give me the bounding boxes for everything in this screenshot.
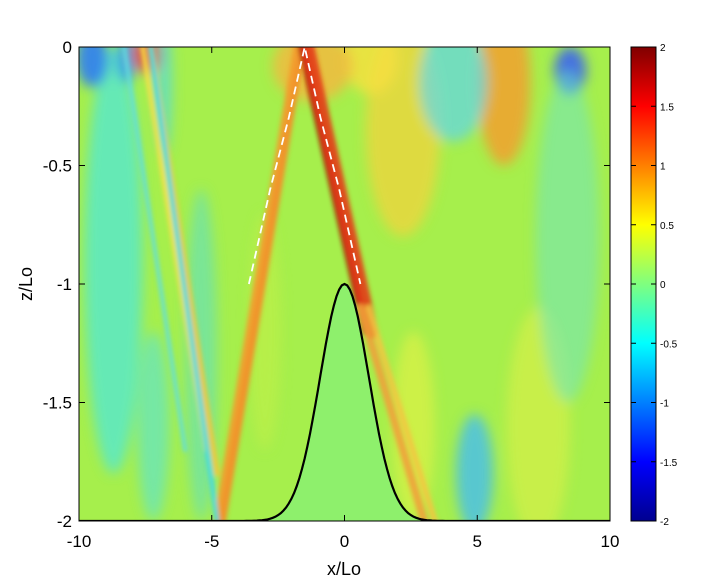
colorbar-tick-label: 1 bbox=[660, 162, 666, 173]
wave-beam bbox=[148, 47, 220, 521]
x-tick-label: 0 bbox=[340, 532, 349, 551]
heatmap-field bbox=[79, 47, 610, 521]
y-tick-label: -1.5 bbox=[43, 394, 72, 413]
colorbar-ticks: 2 1.5 1 0.5 0 -0.5 -1 -1.5 -2 bbox=[631, 43, 678, 528]
colorbar-tick-label: 0.5 bbox=[660, 221, 674, 232]
y-tick-label: -0.5 bbox=[43, 157, 72, 176]
colorbar-tick-label: 0 bbox=[660, 280, 666, 291]
x-tick-label: -5 bbox=[204, 532, 219, 551]
field-patch bbox=[79, 47, 109, 88]
topography-outline bbox=[79, 282, 610, 521]
topography-fill bbox=[79, 284, 610, 521]
field-patch bbox=[84, 47, 143, 474]
x-axis-label: x/Lo bbox=[327, 559, 361, 579]
y-tick-label: 0 bbox=[63, 38, 72, 57]
wave-beam bbox=[365, 304, 438, 521]
y-tick-label: -1 bbox=[57, 275, 72, 294]
y-tick-label: -2 bbox=[57, 512, 72, 531]
y-axis: 0 -0.5 -1 -1.5 -2 bbox=[43, 38, 610, 531]
field-patch bbox=[535, 70, 600, 403]
wave-beam bbox=[300, 47, 379, 339]
field-patch bbox=[418, 47, 488, 142]
x-tick-label: 5 bbox=[473, 532, 482, 551]
x-tick-label: 10 bbox=[601, 532, 620, 551]
wave-beam bbox=[356, 303, 429, 521]
colorbar-tick-label: -1.5 bbox=[660, 458, 678, 469]
field-patch bbox=[477, 47, 531, 166]
field-patch bbox=[137, 331, 170, 521]
wave-beam bbox=[122, 47, 188, 452]
colorbar-tick-label: -2 bbox=[660, 517, 669, 528]
colorbar-tick-label: 1.5 bbox=[660, 102, 674, 113]
field-patch bbox=[344, 47, 398, 95]
colorbar-tick-label: -1 bbox=[660, 399, 669, 410]
field-patch bbox=[392, 331, 435, 521]
colorbar-tick-label: 2 bbox=[660, 43, 666, 54]
x-axis: -10 -5 0 5 10 bbox=[67, 47, 620, 551]
field-patch bbox=[456, 414, 494, 521]
dashed-ray bbox=[248, 47, 362, 285]
y-axis-label: z/Lo bbox=[16, 267, 36, 301]
x-tick-label: -10 bbox=[67, 532, 92, 551]
colorbar-tick-label: -0.5 bbox=[660, 339, 678, 350]
